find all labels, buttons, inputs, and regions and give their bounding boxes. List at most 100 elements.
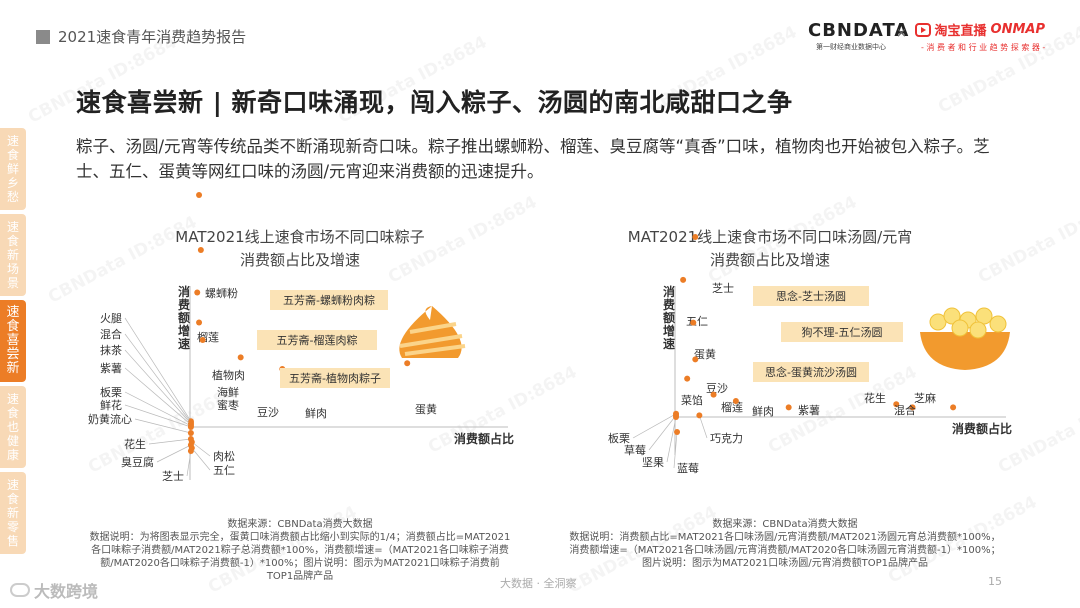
sidebar-tab-char: 新 [6,361,20,376]
sidebar-tab-5[interactable]: 速食新零售 [0,472,26,554]
sidebar-tab-char: 食 [6,406,19,420]
point-label: 花生 [124,437,146,451]
sidebar-tab-char: 乡 [6,176,19,190]
leader-line [156,444,192,463]
bowl-body [920,332,1010,370]
point-label: 坚果 [642,456,664,469]
sidebar-tab-char: 景 [6,276,19,290]
sidebar-tab-3[interactable]: 速食喜尝新 [0,300,26,382]
data-point [732,398,739,404]
note-line: 图片说明：图示为MAT2021口味汤圆/元宵消费额TOP1品牌产品 [642,558,928,569]
left-chart-note: 数据来源：CBNData消费大数据 数据说明：为将图表显示完全，蛋黄口味消费额占比… [80,518,520,583]
sidebar-tab-char: 尝 [6,347,20,362]
leader-line [648,415,677,451]
y-axis-label: 消费额增速 [178,284,190,351]
leader-line [191,441,211,457]
right-chart-title: MAT2021线上速食市场不同口味汤圆/元宵 消费额占比及增速 [590,226,950,272]
cbndata-logo: CBNDATA 第一财经商业数据中心 [808,20,908,52]
right-chart-title-line2: 消费额占比及增速 [709,251,830,269]
tangyuan-ball [969,321,987,339]
sidebar-tab-char: 也 [6,420,19,434]
tangyuan-ball [951,319,969,337]
page-title: 速食喜尝新 | 新奇口味涌现，闯入粽子、汤圆的南北咸甜口之争 [76,88,793,117]
point-label: 芝士 [162,470,184,483]
taobao-live-name: 淘宝直播 [934,24,987,39]
note-line: 额/MAT2020各口味粽子消费额-1）*100%；图片说明：图示为MAT202… [100,558,500,569]
point-label: 植物肉 [212,368,245,382]
brand-label: 五芳斋-榴莲肉粽 [277,333,358,347]
point-label: 五仁 [213,464,235,477]
left-chart-title-line1: MAT2021线上速食市场不同口味粽子 [175,228,425,246]
y-axis-label-char: 额 [178,310,190,325]
sidebar-tab-char: 新 [6,248,19,262]
sidebar-tab-1[interactable]: 速食鲜乡愁 [0,128,26,210]
x-axis-label: 消费额占比 [952,421,1012,436]
point-label: 鲜花 [100,398,122,412]
data-point [785,404,792,411]
brand-label: 五芳斋-植物肉粽子 [289,371,381,385]
sidebar-tab-char: 喜 [6,333,20,348]
y-axis-label-char: 消 [663,284,675,299]
sidebar-tab-4[interactable]: 速食也健康 [0,386,26,468]
point-label: 蛋黄 [415,402,437,416]
square-icon [36,29,50,44]
point-label: 奶黄流心 [88,412,132,426]
brand-label: 思念-芝士汤圆 [776,289,846,303]
leader-line [124,333,192,423]
leader-line [124,367,192,425]
sidebar-tab-char: 零 [6,520,19,534]
brand-highlight-box [753,286,869,306]
point-label: 紫薯 [100,362,122,375]
y-axis-label-char: 费 [663,297,675,312]
footer-logo-text: 大数跨境 [34,582,99,601]
zongzi-strings [399,322,466,356]
tangyuan-ball [989,315,1007,333]
data-point [680,276,687,283]
sidebar-tab-char: 食 [6,234,19,248]
data-point [893,401,900,408]
note-line: 数据说明：为将图表显示完全，蛋黄口味消费额占比缩小到实际的1/4；消费额占比=M… [89,532,511,543]
point-label: 板栗 [100,385,122,399]
data-point [194,289,201,296]
point-label: 榴莲 [197,330,219,344]
data-point [696,412,703,419]
y-axis-label-char: 增 [178,323,190,338]
data-point [950,404,957,411]
data-point [909,404,916,411]
brand-highlight-box [270,290,388,310]
leader-line [632,413,677,439]
data-point [188,445,195,451]
right-chart-note: 数据来源：CBNData消费大数据 数据说明：消费额占比=MAT2021各口味汤圆… [555,518,1015,570]
tv-play-icon [915,22,931,37]
sidebar-tab-char: 健 [6,434,19,448]
leader-line [666,416,677,463]
data-point [188,439,195,445]
brand-highlight-box [753,362,869,382]
left-chart-title: MAT2021线上速食市场不同口味粽子 消费额占比及增速 [120,226,480,272]
note-line: 消费额增速=（MAT2021各口味汤圆/元宵消费额/MAT2020各口味汤圆元宵… [569,545,1001,556]
sidebar-tab-char: 鲜 [6,162,19,176]
point-label: 五仁 [686,315,708,328]
brand-label: 狗不理-五仁汤圆 [802,325,883,339]
point-label: 螺蛳粉 [205,287,238,300]
leader-line [134,418,191,434]
point-label: 豆沙 [257,406,279,419]
sidebar-tab-2[interactable]: 速食新场景 [0,214,26,296]
sidebar-tab-char: 速 [6,392,19,406]
point-label: 豆沙 [706,382,728,395]
point-label: 抹茶 [100,344,122,357]
point-label: 海鲜 [217,385,239,399]
watermark-text: CBNData ID:8684 [975,192,1080,287]
leader-line [699,415,708,439]
point-label: 芝士 [712,282,734,295]
data-point [690,319,697,326]
taobao-live-sub: - 消 费 者 和 行 业 趋 势 探 索 器 - [921,43,1046,52]
page-number: 15 [988,575,1002,588]
cbndata-logo-sub: 第一财经商业数据中心 [816,43,886,51]
point-label: 菜馅 [681,393,703,407]
y-axis-label-char: 消 [178,284,190,299]
y-axis-label-char: 速 [663,336,675,351]
tangyuan-ball [943,307,961,325]
onmap-brand: ONMAP [990,22,1045,37]
